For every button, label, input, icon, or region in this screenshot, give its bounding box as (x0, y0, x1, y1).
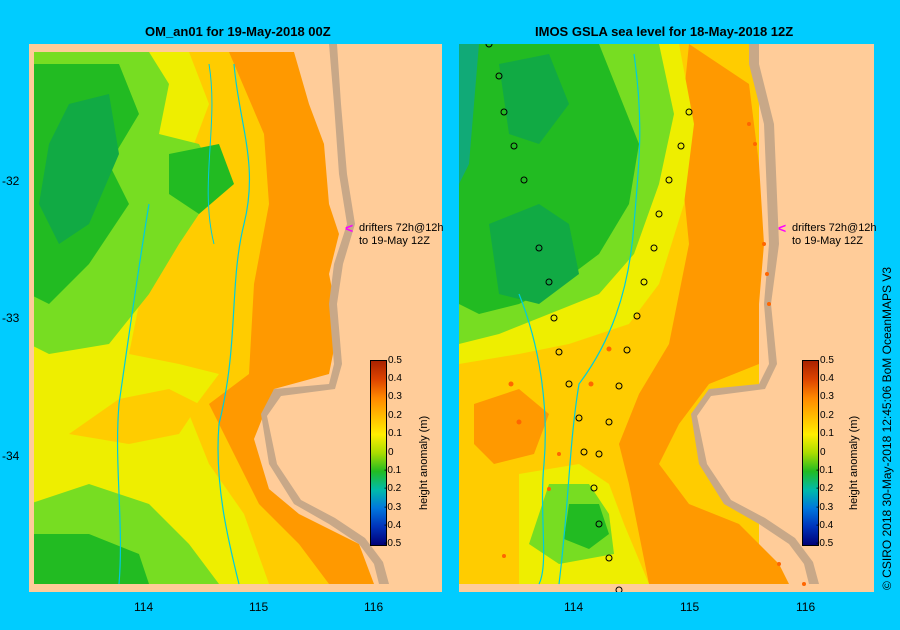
copyright-note: © CSIRO 2018 30-May-2018 12:45:06 BoM Oc… (880, 266, 894, 590)
x-tick-116-right: 116 (796, 600, 816, 614)
x-tick-116-left: 116 (364, 600, 384, 614)
colorbar-left-tick: -0.2 (384, 483, 402, 494)
drifter-note-line2: to 19-May 12Z (359, 235, 430, 247)
x-tick-114-left: 114 (134, 600, 154, 614)
drifter-note-right: < drifters 72h@12h to 19-May 12Z (778, 220, 877, 247)
colorbar-right (802, 360, 819, 546)
panel-1-title: OM_an01 for 19-May-2018 00Z (145, 24, 331, 39)
x-tick-115-left: 115 (249, 600, 269, 614)
colorbar-right-tick: -0.4 (816, 520, 834, 531)
drifter-note-line2: to 19-May 12Z (792, 235, 863, 247)
y-tick-33: -33 (2, 311, 20, 325)
drifter-note-left: < drifters 72h@12h to 19-May 12Z (345, 220, 444, 247)
colorbar-left (370, 360, 387, 546)
colorbar-left-tick: -0.3 (384, 502, 402, 513)
colorbar-left-tick: 0.2 (388, 410, 402, 421)
x-tick-115-right: 115 (680, 600, 700, 614)
drifter-note-line1: drifters 72h@12h (359, 222, 444, 234)
colorbar-right-label: height anomaly (m) (848, 415, 860, 510)
colorbar-right-tick: 0.1 (820, 428, 834, 439)
colorbar-left-tick: 0 (388, 447, 394, 458)
panel-2-title: IMOS GSLA sea level for 18-May-2018 12Z (535, 24, 794, 39)
map-panel-left (29, 44, 442, 592)
colorbar-right-tick: 0.5 (820, 355, 834, 366)
colorbar-right-tick: 0.3 (820, 391, 834, 402)
colorbar-right-tick: 0 (820, 447, 826, 458)
colorbar-right-tick: -0.5 (816, 538, 834, 549)
colorbar-right-tick: -0.1 (816, 465, 834, 476)
drifter-note-line1: drifters 72h@12h (792, 222, 877, 234)
colorbar-right-tick: -0.2 (816, 483, 834, 494)
colorbar-left-tick: -0.1 (384, 465, 402, 476)
colorbar-left-tick: 0.4 (388, 373, 402, 384)
colorbar-right-tick: 0.4 (820, 373, 834, 384)
colorbar-left-tick: -0.4 (384, 520, 402, 531)
drifter-arrow-icon: < (345, 220, 354, 236)
y-tick-34: -34 (2, 449, 20, 463)
drifter-arrow-icon: < (778, 220, 787, 236)
colorbar-right-tick: -0.3 (816, 502, 834, 513)
colorbar-right-tick: 0.2 (820, 410, 834, 421)
colorbar-left-label: height anomaly (m) (418, 415, 430, 510)
satellite-sea-level-map (459, 44, 874, 592)
colorbar-left-tick: 0.3 (388, 391, 402, 402)
model-sea-level-map (29, 44, 442, 592)
colorbar-left-tick: 0.1 (388, 428, 402, 439)
colorbar-left-tick: 0.5 (388, 355, 402, 366)
y-tick-32: -32 (2, 174, 20, 188)
x-tick-114-right: 114 (564, 600, 584, 614)
colorbar-left-tick: -0.5 (384, 538, 402, 549)
